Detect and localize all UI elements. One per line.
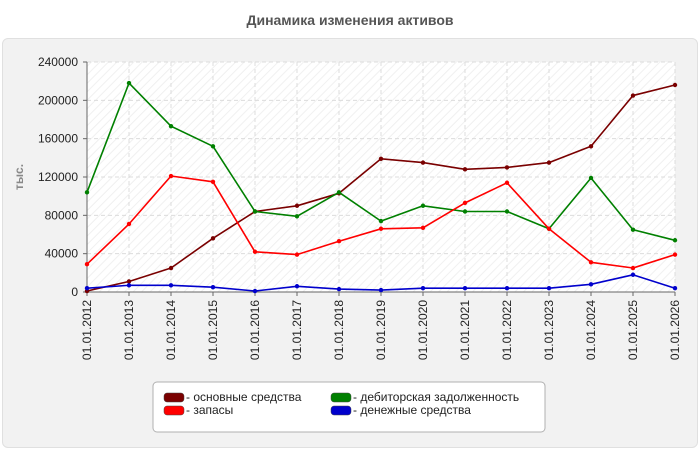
legend-swatch (163, 405, 185, 416)
y-tick-label: 80000 (45, 208, 79, 222)
x-tick-label: 01.01.2018 (332, 300, 346, 360)
data-point (588, 144, 594, 149)
data-point (252, 249, 258, 254)
data-point (504, 209, 510, 214)
data-point (336, 286, 342, 292)
x-tick-label: 01.01.2012 (80, 300, 94, 360)
x-tick-label: 01.01.2020 (416, 300, 430, 360)
data-point (546, 226, 552, 231)
data-point (84, 190, 90, 195)
data-point (126, 279, 132, 284)
data-point (378, 218, 384, 224)
data-point (630, 93, 636, 98)
data-point (462, 209, 468, 214)
data-point (252, 209, 258, 214)
x-tick-label: 01.01.2016 (248, 300, 262, 360)
data-point (672, 285, 678, 291)
data-point (210, 285, 216, 290)
data-point (630, 265, 636, 271)
y-tick-label: 160000 (38, 132, 78, 146)
y-axis-label: тыс. (12, 164, 26, 190)
data-point (294, 214, 300, 219)
data-point (462, 167, 468, 172)
data-point (252, 288, 258, 294)
legend-label: - дебиторская задолженность (353, 390, 519, 404)
y-tick-label: 120000 (38, 170, 78, 184)
chart-title: Динамика изменения активов (246, 12, 454, 28)
legend: - основные средства - дебиторская задолже… (152, 381, 546, 433)
data-point (462, 200, 468, 206)
data-point (420, 203, 426, 208)
data-point (126, 221, 132, 227)
data-point (420, 225, 426, 230)
legend-label: - основные средства (186, 390, 302, 404)
data-point (504, 285, 510, 291)
y-tick-label: 200000 (38, 93, 78, 107)
data-point (672, 252, 678, 257)
data-point (378, 287, 384, 293)
data-point (126, 283, 132, 288)
data-point (546, 285, 552, 291)
y-tick-label: 240000 (38, 55, 78, 69)
data-point (462, 285, 468, 291)
data-point (294, 252, 300, 257)
data-point (336, 190, 342, 195)
x-tick-label: 01.01.2021 (458, 300, 472, 360)
x-tick-label: 01.01.2017 (290, 300, 304, 360)
data-point (588, 260, 594, 265)
y-axis-ticks: 0 40000 80000 120000 160000 200000 240000 (38, 55, 78, 299)
data-point (210, 236, 216, 241)
data-point (168, 124, 174, 129)
data-point (126, 80, 132, 86)
series-lines (84, 80, 678, 294)
data-point (588, 175, 594, 181)
x-tick-label: 01.01.2022 (500, 300, 514, 360)
x-axis-ticks: 01.01.2012 01.01.2013 01.01.2014 01.01.2015… (80, 300, 682, 360)
data-point (210, 144, 216, 149)
data-point (378, 226, 384, 231)
x-tick-label: 01.01.2019 (374, 300, 388, 360)
data-point (168, 173, 174, 179)
data-point (210, 179, 216, 184)
x-tick-label: 01.01.2013 (122, 300, 136, 360)
x-tick-label: 01.01.2025 (626, 300, 640, 360)
data-point (420, 285, 426, 291)
data-point (546, 160, 552, 165)
x-tick-label: 01.01.2015 (206, 300, 220, 360)
data-point (294, 284, 300, 289)
legend-label: - денежные средства (353, 403, 471, 417)
legend-swatch (163, 392, 185, 403)
legend-label: - запасы (186, 403, 233, 417)
x-tick-label: 01.01.2023 (542, 300, 556, 360)
data-point (630, 272, 636, 277)
data-point (588, 282, 594, 287)
legend-swatch (330, 392, 352, 403)
data-point (504, 165, 510, 170)
x-tick-label: 01.01.2026 (668, 300, 682, 360)
data-point (294, 203, 300, 208)
data-point (168, 265, 174, 271)
data-point (420, 160, 426, 165)
data-point (672, 238, 678, 243)
data-point (168, 283, 174, 288)
data-point (504, 180, 510, 185)
x-tick-label: 01.01.2024 (584, 300, 598, 360)
data-point (84, 285, 90, 291)
legend-swatch (330, 405, 352, 416)
x-tick-label: 01.01.2014 (164, 300, 178, 360)
y-tick-label: 40000 (45, 247, 79, 261)
data-point (336, 239, 342, 244)
data-point (630, 227, 636, 232)
data-point (672, 82, 678, 88)
y-tick-label: 0 (71, 285, 78, 299)
data-point (378, 156, 384, 161)
data-point (84, 262, 90, 267)
